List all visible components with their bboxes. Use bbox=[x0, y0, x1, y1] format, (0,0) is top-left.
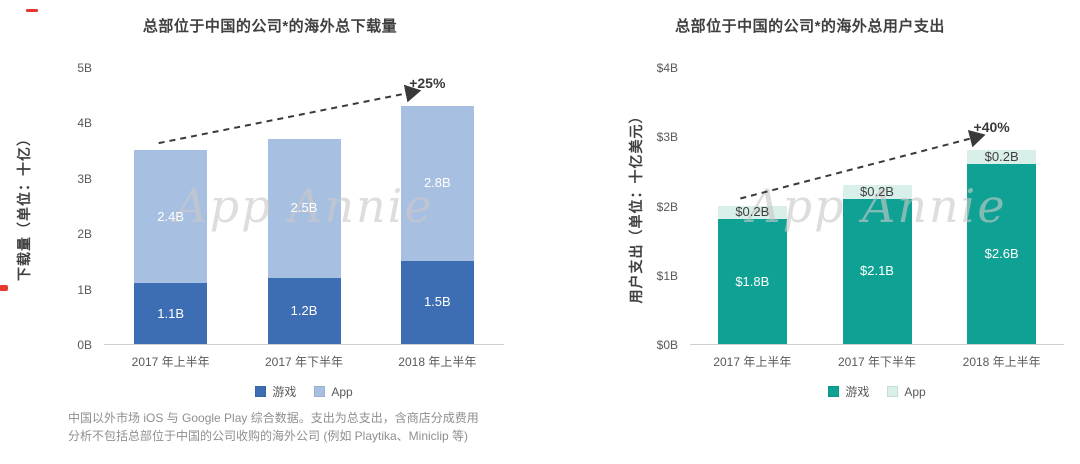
trend-arrow bbox=[740, 129, 986, 200]
bar-segment-App bbox=[717, 205, 787, 220]
legend-label: App bbox=[331, 384, 353, 399]
y-tick-label: $2B bbox=[656, 199, 678, 214]
bar-value-label: 2.4B bbox=[157, 208, 185, 224]
legend-label: 游戏 bbox=[845, 385, 870, 399]
red-mark-top bbox=[26, 9, 38, 12]
bar-value-label: 1.5B bbox=[423, 294, 451, 310]
bar-value-label: $2.6B bbox=[984, 245, 1019, 261]
plot-area: App Annie $1.8B $0.2B $2.1B $0.2B $2.6B $0.2B… bbox=[690, 68, 1064, 345]
bar-value-label: 2.5B bbox=[290, 200, 318, 216]
x-tick-label: 2017 年下半年 bbox=[837, 355, 917, 369]
y-tick-label: 5B bbox=[77, 61, 92, 75]
bar-segment-App bbox=[134, 150, 208, 284]
legend-item-游戏: 游戏 bbox=[255, 383, 296, 400]
bar-segment-游戏 bbox=[134, 283, 208, 344]
y-tick-label: 2B bbox=[77, 227, 92, 242]
x-tick-label: 2018 年上半年 bbox=[962, 355, 1041, 369]
bar-value-label: $0.2B bbox=[735, 204, 770, 220]
spend-chart-panel: 总部位于中国的公司*的海外总用户支出 用户支出（单位：十亿美元） $0B $1B $… bbox=[540, 0, 1080, 410]
bar-segment-游戏 bbox=[717, 219, 787, 344]
legend-label: App bbox=[904, 384, 926, 399]
bar-segment-游戏 bbox=[267, 277, 341, 344]
bar-value-label: 1.2B bbox=[290, 302, 318, 318]
x-tick-label: 2017 年上半年 bbox=[131, 355, 210, 369]
y-axis: $0B $1B $2B $3B $4B bbox=[642, 62, 686, 351]
legend-swatch bbox=[255, 386, 267, 397]
footnote-line-2: 分析不包括总部位于中国的公司收购的海外公司 (例如 Playtika、Minic… bbox=[68, 429, 469, 443]
legend-swatch bbox=[887, 386, 899, 397]
y-axis-label: 下载量（单位：十亿） bbox=[16, 131, 32, 281]
growth-annotation: +25% bbox=[409, 74, 446, 91]
downloads-chart-panel: 总部位于中国的公司*的海外总下载量 下载量（单位：十亿） 0B 1B 2B 3B 4B 5… bbox=[0, 0, 540, 410]
growth-annotation: +40% bbox=[973, 119, 1010, 136]
bar-segment-App bbox=[400, 105, 474, 261]
chart-title: 总部位于中国的公司*的海外总下载量 bbox=[142, 18, 398, 35]
legend-label: 游戏 bbox=[272, 385, 297, 399]
bar-value-label: 1.1B bbox=[157, 305, 185, 321]
y-tick-label: 4B bbox=[77, 116, 92, 131]
x-axis-labels: 2017 年上半年 2017 年下半年 2018 年上半年 bbox=[690, 353, 1064, 370]
bar-value-label: $0.2B bbox=[860, 183, 894, 199]
legend-item-App: App bbox=[314, 384, 353, 399]
bar-segment-游戏 bbox=[967, 163, 1037, 344]
bar-value-label: 2.8B bbox=[423, 175, 451, 191]
bar-segment-App bbox=[267, 139, 341, 278]
plot-area: App Annie 1.1B 2.4B 1.2B 2.5B 1.5B 2.8B +25% bbox=[104, 68, 504, 345]
bar-segment-游戏 bbox=[842, 198, 912, 344]
legend-swatch bbox=[314, 386, 326, 397]
y-tick-label: $0B bbox=[656, 338, 678, 352]
bar-value-label: $2.1B bbox=[860, 263, 894, 279]
legend-swatch bbox=[828, 386, 840, 397]
legend: 游戏 App bbox=[104, 383, 504, 400]
bar-segment-游戏 bbox=[400, 260, 474, 344]
chart-title: 总部位于中国的公司*的海外总用户支出 bbox=[675, 18, 945, 35]
y-tick-label: 0B bbox=[77, 338, 92, 352]
bar-value-label: $0.2B bbox=[984, 149, 1019, 165]
y-tick-label: 1B bbox=[77, 282, 92, 297]
bar-segment-App bbox=[967, 150, 1037, 164]
legend-item-App: App bbox=[887, 384, 926, 399]
bar-segment-App bbox=[842, 184, 912, 199]
x-tick-label: 2017 年上半年 bbox=[713, 355, 792, 369]
x-axis-labels: 2017 年上半年 2017 年下半年 2018 年上半年 bbox=[104, 353, 504, 370]
red-mark-left bbox=[0, 285, 8, 291]
y-tick-label: 3B bbox=[77, 171, 92, 186]
legend: 游戏 App bbox=[690, 383, 1064, 400]
bar-value-label: $1.8B bbox=[735, 273, 770, 289]
y-tick-label: $1B bbox=[656, 268, 678, 283]
y-axis: 0B 1B 2B 3B 4B 5B bbox=[54, 62, 100, 351]
footnote-line-1: 中国以外市场 iOS 与 Google Play 综合数据。支出为总支出，含商店… bbox=[68, 411, 479, 425]
legend-item-游戏: 游戏 bbox=[828, 383, 869, 400]
y-tick-label: $3B bbox=[656, 130, 678, 145]
trend-arrow bbox=[158, 84, 422, 145]
y-tick-label: $4B bbox=[656, 61, 678, 75]
x-tick-label: 2017 年下半年 bbox=[264, 355, 343, 369]
x-tick-label: 2018 年上半年 bbox=[398, 355, 477, 369]
